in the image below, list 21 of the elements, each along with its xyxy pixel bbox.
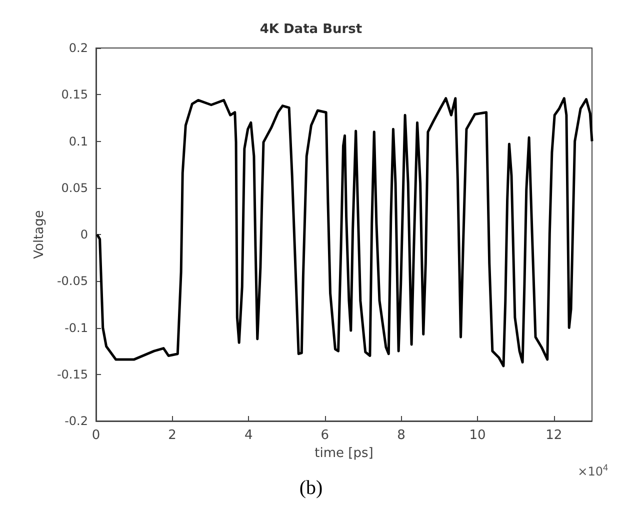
- text: (b): [299, 477, 323, 499]
- x-tick-label: 0: [92, 428, 100, 443]
- y-tick-label: 0.05: [61, 180, 88, 195]
- y-tick-label: -0.2: [64, 414, 88, 428]
- x-tick-label: 4: [244, 428, 253, 443]
- x-tick-label: 6: [320, 428, 330, 443]
- x-axis-title: time [ps]: [314, 446, 374, 461]
- y-tick-label: 0.2: [68, 41, 88, 55]
- y-axis-title: Voltage: [32, 210, 47, 259]
- x-tick-label: 12: [546, 428, 562, 443]
- chart-title: 4K Data Burst: [260, 22, 362, 37]
- y-tick-label: -0.15: [56, 367, 88, 382]
- line-series: [96, 97, 594, 368]
- y-tick-label: -0.05: [56, 274, 88, 288]
- x-tick-label: 2: [168, 428, 176, 443]
- y-tick-label: 0.15: [61, 88, 88, 102]
- y-tick-label: 0: [80, 228, 88, 242]
- y-tick-label: -0.1: [64, 320, 88, 335]
- x-tick-label: 8: [397, 428, 406, 443]
- x-tick-label: 10: [469, 428, 486, 443]
- y-tick-label: 0.1: [68, 134, 88, 148]
